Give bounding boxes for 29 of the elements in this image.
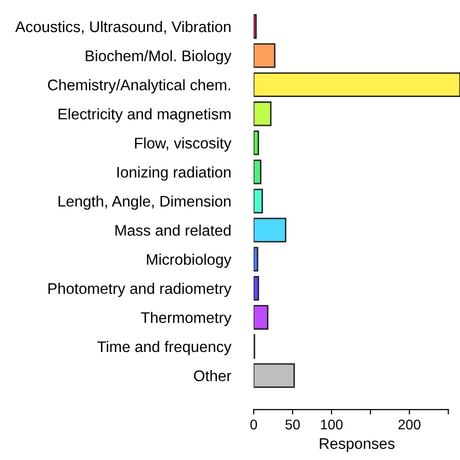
- y-tick-label: Chemistry/Analytical chem.: [48, 79, 230, 94]
- x-tick-label: 100: [321, 420, 343, 430]
- y-tick-label: Biochem/Mol. Biology: [86, 50, 232, 64]
- y-tick-label: Mass and related: [116, 224, 230, 236]
- bar: [254, 188, 263, 214]
- y-tick-label: Flow, viscosity: [135, 137, 232, 152]
- x-axis-title: Responses: [320, 438, 395, 452]
- y-tick-label: Microbiology: [146, 254, 232, 268]
- y-tick-label: Thermometry: [140, 312, 232, 326]
- bar: [254, 218, 286, 242]
- x-tick-label: 0: [250, 420, 258, 430]
- bar: [254, 160, 262, 184]
- bar: [254, 305, 268, 330]
- x-tick-label: 50: [285, 420, 300, 430]
- bar: [254, 101, 272, 126]
- y-tick-label: Time and frequency: [97, 340, 232, 356]
- y-tick-label: Other: [194, 370, 232, 382]
- bar: [254, 72, 460, 98]
- x-tick-label: 200: [398, 420, 420, 430]
- bar: [254, 363, 295, 388]
- y-tick-label: Ionizing radiation: [117, 166, 230, 181]
- bar: [254, 276, 260, 301]
- y-tick-label: Electricity and magnetism: [58, 108, 230, 122]
- bar: [254, 43, 276, 68]
- y-tick-label: Acoustics, Ultrasound, Vibration: [15, 20, 230, 34]
- bar: [254, 130, 260, 156]
- y-tick-label: Photometry and radiometry: [48, 282, 232, 297]
- y-tick-label: Length, Angle, Dimension: [58, 195, 230, 210]
- bar: [254, 246, 258, 272]
